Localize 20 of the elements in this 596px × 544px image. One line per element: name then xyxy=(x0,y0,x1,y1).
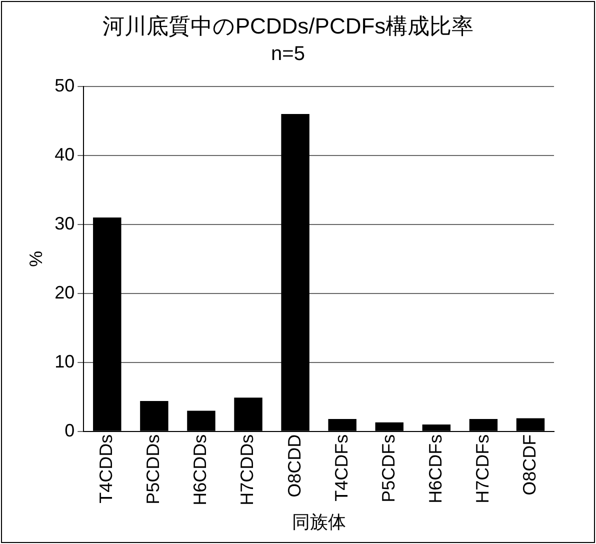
x-tick-label: H7CDDs xyxy=(237,434,258,506)
y-tick-label: 10 xyxy=(54,351,75,372)
x-tick-label: O8CDF xyxy=(519,434,540,496)
x-tick-label: O8CDD xyxy=(284,434,304,498)
x-tick-label: P5CDDs xyxy=(143,434,164,504)
y-tick-label: 50 xyxy=(54,75,75,96)
x-tick-label: H7CDFs xyxy=(472,434,492,504)
y-tick-label: 40 xyxy=(54,144,75,164)
x-tick-label: T4CDFs xyxy=(331,434,352,502)
x-tick-label: H6CDFs xyxy=(425,434,446,504)
y-tick-label: 20 xyxy=(54,282,75,302)
y-axis-title: % xyxy=(26,250,46,267)
x-tick-label: T4CDDs xyxy=(96,434,116,504)
x-tick-label: P5CDFs xyxy=(378,434,398,502)
x-axis-title: 同族体 xyxy=(292,512,346,532)
chart-subtitle: n=5 xyxy=(271,42,305,65)
y-tick-label: 0 xyxy=(64,420,75,440)
y-tick-label: 30 xyxy=(54,213,75,234)
chart-title: 河川底質中のPCDDs/PCDFs構成比率 xyxy=(102,13,474,38)
x-tick-label: H6CDDs xyxy=(190,434,210,506)
